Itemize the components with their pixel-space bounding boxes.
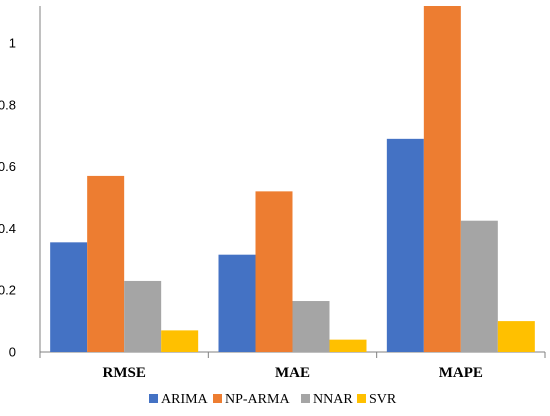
- y-tick-label: 0.2: [0, 283, 16, 298]
- y-tick-label: 0: [9, 345, 16, 360]
- legend-swatch: [357, 394, 366, 403]
- bar-nnar-mae: [292, 301, 330, 352]
- x-category-label: MAE: [275, 365, 310, 381]
- legend-label: ARIMA: [161, 392, 209, 407]
- x-axis: RMSE MAE MAPE: [39, 351, 546, 381]
- bar-np-arma-mae: [255, 191, 293, 352]
- bar-svr-mape: [497, 321, 535, 352]
- bar-arima-mape: [386, 138, 424, 352]
- y-axis: 0 0.2 0.4 0.6 0.8 1: [0, 6, 41, 360]
- bar-nnar-mape: [460, 220, 498, 352]
- legend-swatch: [213, 394, 222, 403]
- y-tick-label: 1: [9, 36, 16, 51]
- bar-arima-rmse: [50, 242, 88, 352]
- bar-np-arma-mape: [423, 6, 461, 352]
- bar-arima-mae: [218, 254, 256, 352]
- bar-np-arma-rmse: [87, 175, 125, 352]
- bar-nnar-rmse: [124, 280, 162, 352]
- legend-label: NNAR: [313, 392, 353, 407]
- legend: ARIMA NP-ARMA NNAR SVR: [149, 392, 397, 407]
- legend-swatch: [149, 394, 158, 403]
- bars: [50, 6, 535, 352]
- bar-svr-mae: [329, 339, 367, 352]
- legend-swatch: [301, 394, 310, 403]
- x-category-label: MAPE: [439, 365, 483, 381]
- bar-svr-rmse: [161, 330, 199, 352]
- y-tick-label: 0.4: [0, 221, 16, 236]
- legend-label: SVR: [369, 392, 397, 407]
- legend-label: NP-ARMA: [225, 392, 290, 407]
- y-tick-label: 0.6: [0, 159, 16, 174]
- x-category-label: RMSE: [102, 365, 145, 381]
- y-tick-label: 0.8: [0, 97, 16, 112]
